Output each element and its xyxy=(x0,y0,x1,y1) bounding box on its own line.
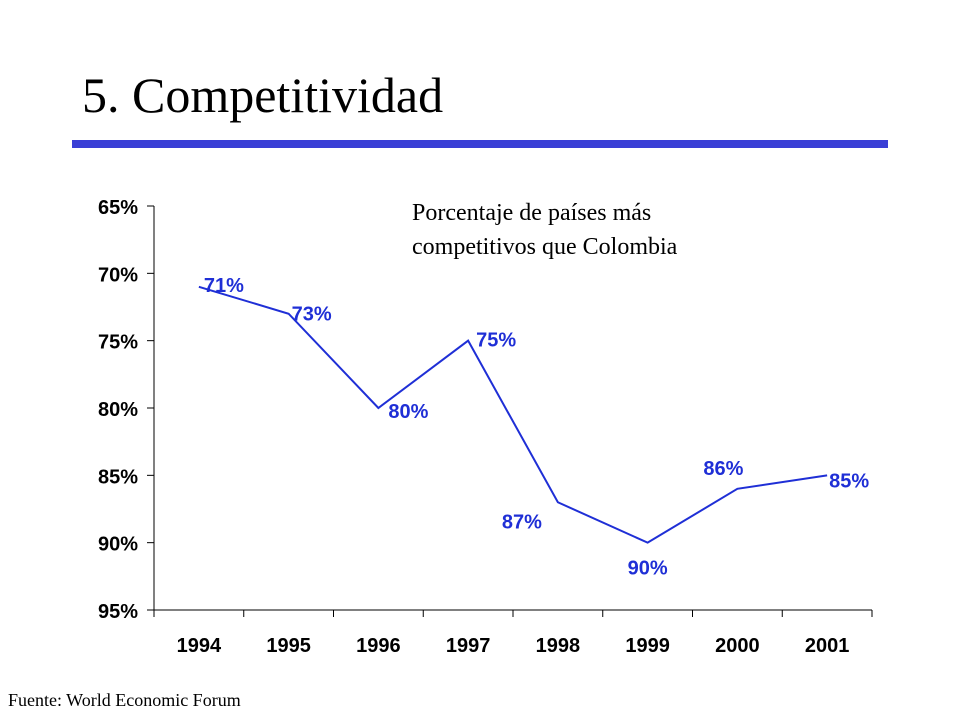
data-label: 86% xyxy=(703,458,743,480)
data-label: 75% xyxy=(476,330,516,352)
data-label: 71% xyxy=(204,275,244,297)
title-rule xyxy=(72,140,888,148)
data-label: 73% xyxy=(292,304,332,326)
source-note: Fuente: World Economic Forum xyxy=(8,690,241,710)
chart-subtitle-line-1: Porcentaje de países más xyxy=(412,200,652,226)
y-tick-label: 80% xyxy=(98,399,138,421)
y-tick-label: 75% xyxy=(98,332,138,354)
chart-subtitle: Porcentaje de países más competitivos qu… xyxy=(412,196,677,264)
y-tick-label: 65% xyxy=(98,197,138,219)
y-tick-label: 85% xyxy=(98,466,138,488)
x-tick-label: 1997 xyxy=(446,635,491,657)
x-tick-label: 1999 xyxy=(625,635,670,657)
x-tick-label: 1996 xyxy=(356,635,401,657)
y-tick-label: 95% xyxy=(98,601,138,623)
series-line xyxy=(198,285,828,544)
data-label: 85% xyxy=(829,470,869,492)
data-label: 90% xyxy=(628,558,668,580)
slide-title: 5. Competitividad xyxy=(82,67,444,123)
x-tick-label: 2000 xyxy=(715,635,760,657)
data-label: 80% xyxy=(388,401,428,423)
x-tick-label: 1998 xyxy=(536,635,581,657)
x-tick-label: 2001 xyxy=(805,635,850,657)
y-tick-label: 70% xyxy=(98,264,138,286)
x-tick-label: 1995 xyxy=(266,635,311,657)
data-label: 87% xyxy=(502,511,542,533)
x-tick-label: 1994 xyxy=(177,635,222,657)
y-tick-label: 90% xyxy=(98,534,138,556)
chart-subtitle-line-2: competitivos que Colombia xyxy=(412,234,678,260)
